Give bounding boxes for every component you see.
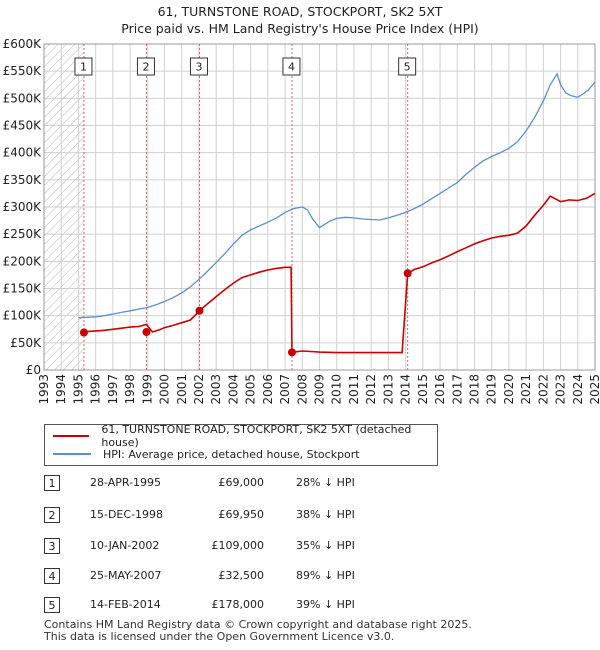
- x-tick-label: 2012: [364, 374, 378, 405]
- y-tick-label: £300K: [3, 200, 43, 214]
- marker-label-box: [74, 57, 93, 76]
- x-tick-label: 2023: [554, 374, 568, 405]
- x-tick-label: 1998: [123, 374, 137, 405]
- tx-date: 14-FEB-2014: [90, 598, 161, 611]
- chart-subtitle: Price paid vs. HM Land Registry's House …: [121, 21, 479, 36]
- y-tick-label: £350K: [3, 173, 43, 187]
- x-tick-label: 2004: [226, 374, 240, 405]
- y-tick-label: £400K: [3, 146, 43, 160]
- x-tick-label: 2010: [330, 374, 344, 405]
- x-tick-label: 2009: [313, 374, 327, 405]
- tx-number: 5: [44, 597, 60, 613]
- plot-border: [43, 43, 596, 371]
- x-tick-label: 2022: [536, 374, 550, 405]
- x-tick-label: 2019: [485, 374, 499, 405]
- x-tick-label: 2021: [519, 374, 533, 405]
- tx-hpi-diff: 89% ↓ HPI: [296, 569, 355, 582]
- x-tick-label: 2007: [278, 374, 292, 405]
- sale-point: [142, 327, 151, 336]
- x-tick-label: 1997: [106, 374, 120, 405]
- marker-label: 1: [80, 61, 87, 74]
- legend-swatch-hpi: [53, 453, 91, 455]
- marker-label: 3: [195, 61, 202, 74]
- x-tick-label: 2014: [399, 374, 413, 405]
- tx-number: 4: [44, 568, 60, 584]
- marker-label-box: [282, 57, 301, 76]
- y-tick-label: £100K: [3, 309, 43, 323]
- y-tick-label: £450K: [3, 119, 43, 133]
- y-tick-label: £200K: [3, 254, 43, 268]
- footer-license: This data is licensed under the Open Gov…: [44, 630, 395, 643]
- tx-date: 25-MAY-2007: [90, 569, 162, 582]
- x-tick-label: 2016: [433, 374, 447, 405]
- y-tick-label: £500K: [3, 91, 43, 105]
- x-tick-label: 2008: [295, 374, 309, 405]
- x-tick-label: 1995: [71, 374, 85, 405]
- x-tick-label: 2025: [588, 374, 600, 405]
- sale-point: [79, 328, 88, 337]
- x-tick-label: 1993: [37, 374, 51, 405]
- chart-title: 61, TURNSTONE ROAD, STOCKPORT, SK2 5XT: [157, 4, 443, 19]
- x-tick-label: 2020: [502, 374, 516, 405]
- y-tick-label: £0: [26, 363, 41, 377]
- legend-label-property: 61, TURNSTONE ROAD, STOCKPORT, SK2 5XT (…: [101, 423, 412, 449]
- tx-price: £178,000: [211, 598, 265, 611]
- tx-price: £69,950: [218, 508, 265, 521]
- tx-price: £32,500: [218, 569, 265, 582]
- legend: 61, TURNSTONE ROAD, STOCKPORT, SK2 5XT (…: [44, 423, 438, 466]
- x-tick-label: 2006: [261, 374, 275, 405]
- tx-price: £69,000: [218, 476, 265, 489]
- sale-point: [287, 348, 296, 357]
- x-tick-label: 2002: [192, 374, 206, 405]
- x-tick-label: 2015: [416, 374, 430, 405]
- x-tick-label: 1994: [54, 374, 68, 405]
- footer-copyright: Contains HM Land Registry data © Crown c…: [44, 618, 472, 631]
- y-tick-label: £250K: [3, 227, 43, 241]
- marker-label-box: [136, 57, 155, 76]
- x-tick-label: 2005: [244, 374, 258, 405]
- sale-point: [195, 306, 204, 315]
- x-tick-label: 1996: [89, 374, 103, 405]
- marker-label-box: [398, 57, 417, 76]
- tx-number: 2: [44, 507, 60, 523]
- hpi-line: [78, 72, 596, 319]
- sale-point: [403, 269, 412, 278]
- legend-label-hpi: HPI: Average price, detached house, Stoc…: [103, 447, 360, 461]
- y-tick-label: £550K: [3, 64, 43, 78]
- y-tick-label: £150K: [3, 282, 43, 296]
- tx-number: 1: [44, 475, 60, 491]
- tx-date: 10-JAN-2002: [90, 539, 160, 552]
- x-tick-label: 2011: [347, 374, 361, 405]
- x-tick-label: 2000: [158, 374, 172, 405]
- x-tick-label: 2017: [450, 374, 464, 405]
- legend-item-hpi: HPI: Average price, detached house, Stoc…: [53, 446, 360, 462]
- tx-number: 3: [44, 538, 60, 554]
- legend-swatch-property: [53, 435, 90, 437]
- marker-label: 2: [142, 61, 149, 74]
- marker-label-box: [189, 57, 208, 76]
- x-tick-label: 2013: [381, 374, 395, 405]
- marker-label: 4: [288, 61, 295, 74]
- x-tick-label: 2018: [467, 374, 481, 405]
- tx-date: 28-APR-1995: [90, 476, 162, 489]
- tx-hpi-diff: 39% ↓ HPI: [296, 598, 355, 611]
- x-tick-label: 2003: [209, 374, 223, 405]
- y-tick-label: £600K: [3, 37, 43, 51]
- property-price-line: [83, 192, 596, 354]
- x-tick-label: 2024: [571, 374, 585, 405]
- legend-item-property: 61, TURNSTONE ROAD, STOCKPORT, SK2 5XT (…: [53, 423, 437, 449]
- x-tick-label: 1999: [140, 374, 154, 405]
- tx-hpi-diff: 35% ↓ HPI: [296, 539, 355, 552]
- marker-label: 5: [404, 61, 411, 74]
- y-tick-label: £50K: [10, 336, 42, 350]
- tx-hpi-diff: 38% ↓ HPI: [296, 508, 355, 521]
- tx-date: 15-DEC-1998: [90, 508, 164, 521]
- x-tick-label: 2001: [175, 374, 189, 405]
- price-chart: 1 2 3 4 5 £0 £50K £100K £150K £200K £250K £300K £350…: [3, 37, 600, 405]
- tx-hpi-diff: 28% ↓ HPI: [296, 476, 355, 489]
- tx-price: £109,000: [211, 539, 265, 552]
